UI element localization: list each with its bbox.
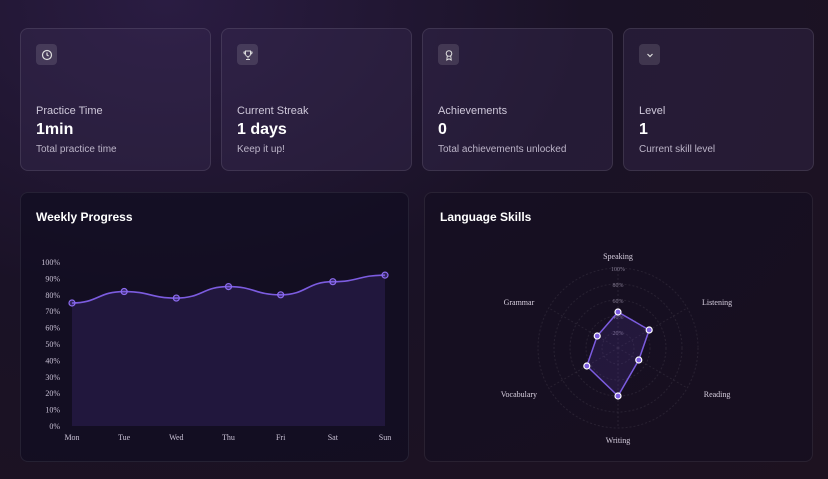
radar-point (614, 308, 622, 316)
clock-icon (36, 44, 57, 65)
stat-subtitle: Total practice time (36, 144, 117, 155)
weekly-progress-panel: Weekly Progress (20, 192, 409, 462)
radar-point (593, 332, 601, 340)
radar-point (645, 326, 653, 334)
radar-point (635, 356, 643, 364)
data-point (224, 283, 233, 291)
radar-point (583, 362, 591, 370)
stat-subtitle: Total achievements unlocked (438, 144, 567, 155)
stat-label: Current Streak (237, 105, 309, 117)
data-point (329, 278, 337, 286)
radar-shape (586, 311, 650, 397)
y-tick-label: 60% (45, 324, 60, 333)
area-fill (72, 275, 385, 426)
x-tick-label: Mon (64, 433, 79, 442)
x-tick-label: Wed (169, 433, 183, 442)
radar-tick-label: 60% (613, 299, 624, 305)
stat-label: Achievements (438, 105, 508, 117)
data-point (68, 299, 76, 307)
y-tick-label: 70% (45, 307, 60, 316)
stat-value: 1 days (237, 121, 287, 138)
x-tick-label: Fri (276, 433, 286, 442)
y-tick-label: 90% (45, 274, 60, 283)
y-tick-label: 100% (41, 258, 60, 267)
radar-axis-label: Speaking (603, 252, 633, 261)
stat-card-achievements: Achievements 0 Total achievements unlock… (422, 28, 613, 171)
panel-title: Weekly Progress (36, 210, 133, 224)
x-tick-label: Tue (118, 433, 131, 442)
data-point (277, 291, 285, 299)
radar-axis-label: Reading (704, 390, 731, 399)
trophy-icon (237, 44, 258, 65)
y-tick-label: 30% (45, 373, 60, 382)
y-tick-label: 50% (45, 340, 60, 349)
radar-axis-label: Listening (702, 298, 732, 307)
chevron-down-icon (639, 44, 660, 65)
series-line (71, 274, 386, 304)
y-tick-label: 0% (49, 422, 60, 431)
y-tick-label: 10% (45, 406, 60, 415)
radar-axis-label: Grammar (504, 298, 535, 307)
y-tick-label: 20% (45, 389, 60, 398)
stat-card-streak: Current Streak 1 days Keep it up! (221, 28, 412, 171)
data-point (172, 294, 180, 302)
x-tick-label: Sat (328, 433, 339, 442)
stat-value: 1 (639, 121, 648, 138)
radar-spoke (548, 347, 619, 389)
stat-card-level: Level 1 Current skill level (623, 28, 814, 171)
radar-spoke (617, 347, 688, 389)
stat-label: Practice Time (36, 105, 103, 117)
radar-ring (537, 267, 699, 429)
y-tick-label: 80% (45, 291, 60, 300)
radar-spoke (548, 307, 619, 349)
award-icon (438, 44, 459, 65)
data-point (120, 287, 128, 296)
stat-subtitle: Current skill level (639, 144, 716, 155)
radar-spoke (617, 307, 688, 349)
radar-ring (553, 283, 683, 413)
radar-point (614, 392, 622, 400)
stat-value: 1min (36, 121, 74, 138)
stat-value: 0 (438, 121, 447, 138)
radar-tick-label: 80% (613, 283, 624, 289)
radar-axis-label: Writing (606, 436, 631, 445)
radar-tick-label: 100% (611, 267, 625, 273)
radar-ring (601, 331, 635, 365)
stat-label: Level (639, 105, 666, 117)
panel-title: Language Skills (440, 210, 532, 224)
radar-tick-label: 20% (613, 331, 624, 337)
radar-ring (585, 315, 651, 381)
radar-axis-label: Vocabulary (501, 390, 537, 399)
stat-card-practice-time: Practice Time 1min Total practice time (20, 28, 211, 171)
radar-tick-label: 40% (613, 315, 624, 321)
x-tick-label: Thu (222, 433, 235, 442)
stat-subtitle: Keep it up! (237, 144, 285, 155)
radar-ring (569, 299, 667, 397)
language-skills-panel: Language Skills (424, 192, 813, 462)
data-point (381, 271, 389, 279)
y-tick-label: 40% (45, 356, 60, 365)
x-tick-label: Sun (379, 433, 391, 442)
